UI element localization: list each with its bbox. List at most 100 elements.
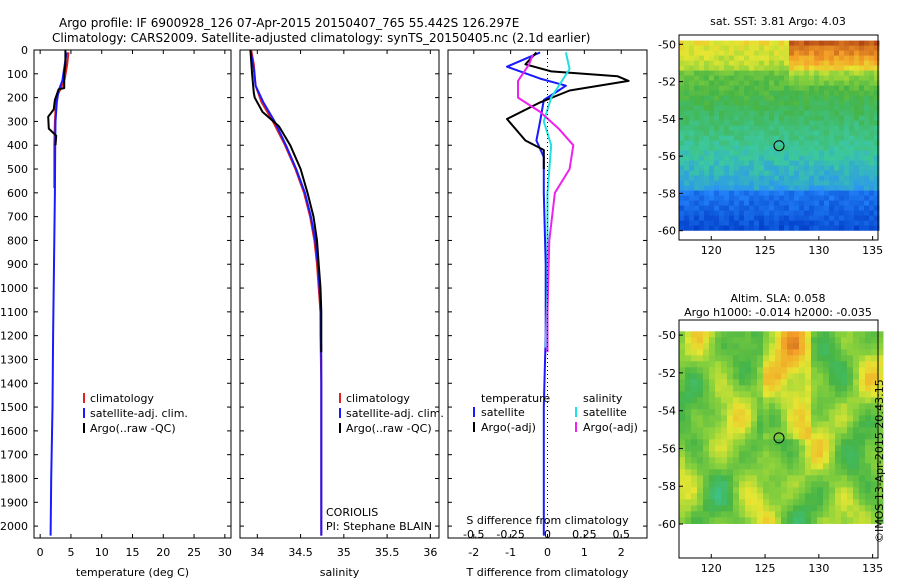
map-cell (787, 493, 794, 500)
map-cell (793, 349, 800, 356)
map-cell (764, 205, 770, 212)
map-cell (764, 180, 770, 187)
map-cell (841, 331, 848, 338)
map-cell (691, 487, 698, 494)
map-cell (805, 487, 812, 494)
map-cell (724, 160, 730, 167)
map-cell (799, 125, 805, 132)
map-cell (874, 125, 880, 132)
map-cell (721, 421, 728, 428)
map-cell (679, 481, 686, 488)
map-cell (684, 40, 690, 47)
map-cell (774, 215, 780, 222)
map-cell (779, 220, 785, 227)
map-cell (805, 403, 812, 410)
map-cell (865, 469, 872, 476)
map-cell (854, 225, 860, 231)
map-cell (729, 60, 735, 67)
map-cell (733, 409, 740, 416)
map-cell (685, 343, 692, 350)
map-cell (697, 439, 704, 446)
map-cell (719, 210, 725, 217)
map-cell (727, 505, 734, 512)
map-cell (734, 175, 740, 182)
map-cell (814, 190, 820, 197)
map-cell (841, 475, 848, 482)
map-cell (844, 50, 850, 57)
map-cell (809, 40, 815, 47)
map-cell (877, 355, 884, 362)
map-cell (819, 80, 825, 87)
map-cell (759, 90, 765, 97)
map-cell (759, 40, 765, 47)
map-cell (819, 195, 825, 202)
map-cell (703, 421, 710, 428)
map-cell (709, 373, 716, 380)
map-cell (804, 50, 810, 57)
map-cell (745, 421, 752, 428)
map-cell (689, 105, 695, 112)
map-cell (779, 115, 785, 122)
map-cell (697, 523, 704, 524)
map-cell (719, 225, 725, 231)
map-cell (853, 409, 860, 416)
map-cell (823, 487, 830, 494)
map-cell (824, 155, 830, 162)
map-cell (754, 200, 760, 207)
map-cell (839, 115, 845, 122)
map-cell (709, 195, 715, 202)
map-cell (709, 150, 715, 157)
map-cell (769, 343, 776, 350)
map-cell (679, 100, 685, 107)
map-cell (715, 367, 722, 374)
map-cell (751, 397, 758, 404)
map-cell (764, 215, 770, 222)
x-tick-label: 35.5 (375, 546, 400, 559)
map-cell (874, 70, 880, 77)
map-cell (787, 451, 794, 458)
map-cell (679, 65, 685, 72)
map-cell (829, 379, 836, 386)
map-cell (694, 225, 700, 231)
map-cell (841, 397, 848, 404)
map-cell (724, 50, 730, 57)
map-cell (849, 170, 855, 177)
map-cell (847, 385, 854, 392)
map-cell (781, 493, 788, 500)
map-cell (784, 65, 790, 72)
map-cell (757, 391, 764, 398)
map-cell (739, 403, 746, 410)
map-cell (734, 150, 740, 157)
map-cell (694, 155, 700, 162)
map-cell (751, 469, 758, 476)
map-cell (841, 361, 848, 368)
map-cell (769, 85, 775, 92)
y-tick-label: 600 (7, 187, 28, 200)
map-cell (819, 160, 825, 167)
map-cell (697, 481, 704, 488)
map-cell (749, 50, 755, 57)
map-cell (739, 140, 745, 147)
map-cell (779, 190, 785, 197)
map-cell (754, 75, 760, 82)
map-cell (871, 391, 878, 398)
map-cell (714, 200, 720, 207)
map-cell (865, 439, 872, 446)
map-cell (811, 427, 818, 434)
map-cell (699, 130, 705, 137)
map-cell (869, 210, 875, 217)
map-cell (809, 145, 815, 152)
map-cell (719, 85, 725, 92)
map-cell (727, 379, 734, 386)
map-cell (684, 160, 690, 167)
map-x-tick-label: 135 (862, 244, 883, 257)
map-cell (787, 349, 794, 356)
map-cell (793, 391, 800, 398)
map-cell (714, 225, 720, 231)
map-cell (859, 200, 865, 207)
map-cell (757, 367, 764, 374)
map-cell (691, 517, 698, 524)
map-cell (864, 155, 870, 162)
map-cell (854, 55, 860, 62)
map-cell (847, 331, 854, 338)
